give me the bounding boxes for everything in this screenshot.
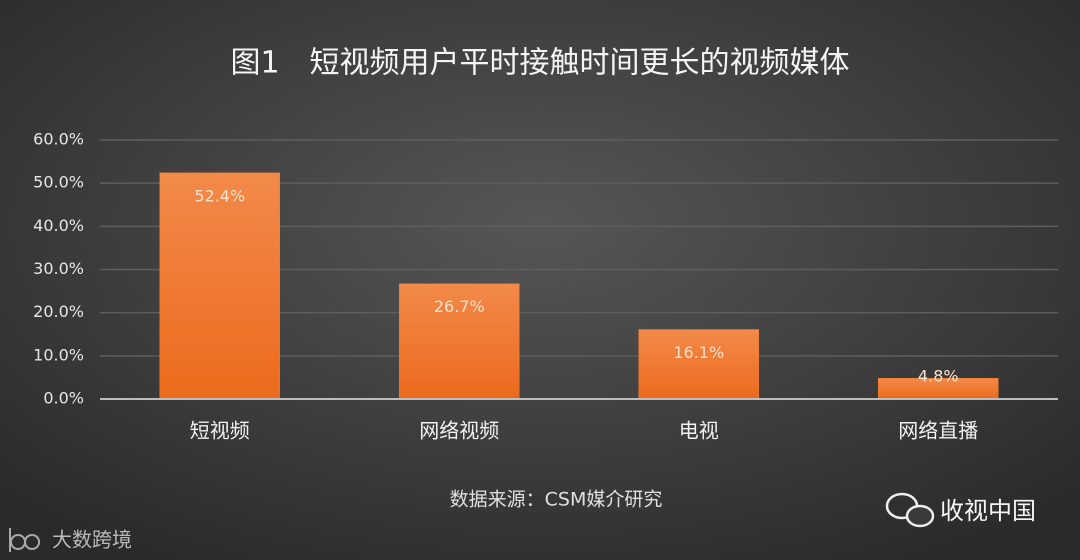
source-note: 数据来源：CSM媒介研究 — [450, 489, 663, 511]
bar — [638, 329, 759, 400]
watermark: 大数跨境 — [52, 528, 132, 552]
value-label: 26.7% — [434, 297, 485, 316]
y-tick-label: 40.0% — [33, 216, 84, 235]
y-tick-label: 20.0% — [33, 302, 84, 321]
bar — [159, 172, 280, 400]
y-tick-label: 60.0% — [33, 130, 84, 149]
y-tick-label: 30.0% — [33, 259, 84, 278]
y-tick-label: 10.0% — [33, 345, 84, 364]
watermark: 收视中国 — [940, 497, 1036, 525]
x-tick-label: 网络视频 — [419, 419, 499, 443]
x-tick-label: 网络直播 — [898, 419, 978, 443]
wechat-icon — [885, 492, 935, 528]
value-label: 16.1% — [673, 343, 724, 362]
bar — [399, 283, 520, 400]
x-tick-label: 短视频 — [190, 419, 250, 443]
y-tick-label: 0.0% — [43, 389, 84, 408]
value-label: 4.8% — [918, 367, 959, 386]
logo-icon — [9, 528, 41, 552]
y-tick-label: 50.0% — [33, 173, 84, 192]
value-label: 52.4% — [194, 186, 245, 205]
chart-title: 图1 短视频用户平时接触时间更长的视频媒体 — [230, 46, 849, 81]
x-tick-label: 电视 — [679, 419, 719, 443]
